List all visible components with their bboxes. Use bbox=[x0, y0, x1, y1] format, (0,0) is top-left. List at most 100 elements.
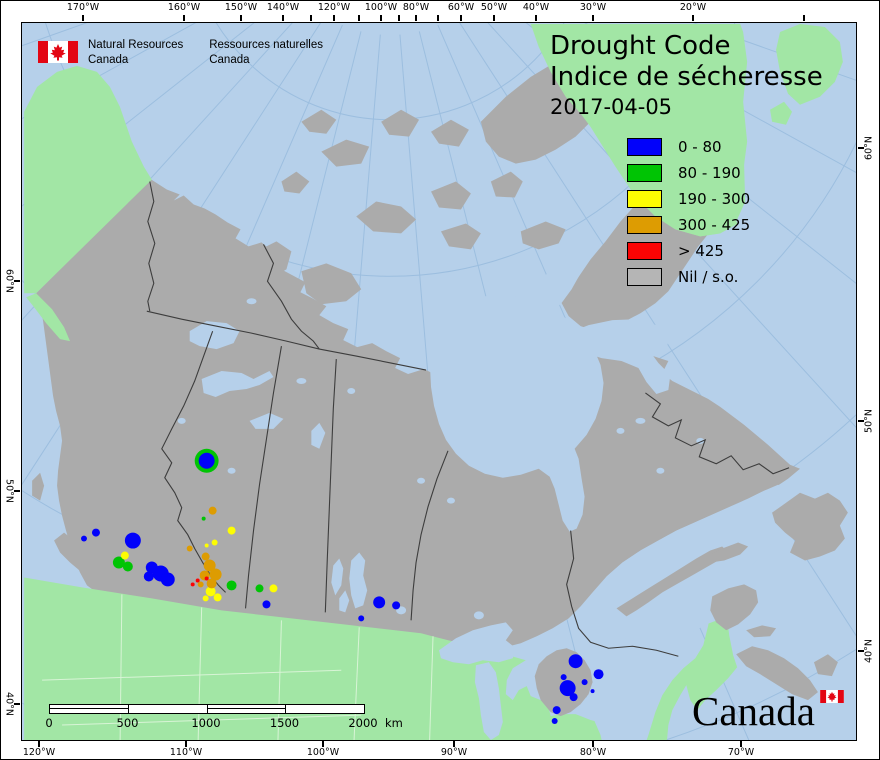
axis-tick-left bbox=[14, 280, 20, 282]
legend-item: Nil / s.o. bbox=[627, 264, 750, 290]
drought-point bbox=[91, 528, 100, 537]
somerset-island bbox=[440, 223, 481, 250]
axis-label-bottom: 80°W bbox=[579, 747, 607, 758]
canada-wordmark: Canada bbox=[692, 687, 856, 739]
inland-waters bbox=[177, 249, 806, 740]
legend-swatch bbox=[627, 268, 662, 286]
drought-data-points bbox=[80, 448, 604, 725]
legend-label: Nil / s.o. bbox=[678, 268, 739, 286]
drought-point bbox=[262, 600, 271, 609]
greenland-body bbox=[530, 23, 746, 237]
axis-tick-top bbox=[415, 15, 417, 21]
small-lake bbox=[246, 298, 257, 305]
drought-point bbox=[226, 580, 237, 591]
drought-point bbox=[201, 516, 206, 521]
small-lake bbox=[177, 417, 186, 424]
border-saskatchewan-manitoba bbox=[324, 359, 337, 613]
scale-bar-number: 0 bbox=[45, 716, 53, 730]
axis-label-top: 100°W bbox=[364, 2, 398, 13]
drought-point bbox=[593, 669, 604, 680]
axis-tick-top bbox=[333, 15, 335, 21]
axis-tick-bottom bbox=[38, 741, 40, 747]
drought-point bbox=[551, 718, 558, 725]
axis-tick-top bbox=[592, 15, 594, 21]
drought-point bbox=[211, 539, 218, 546]
drought-point bbox=[209, 568, 222, 581]
map-title: Drought Code Indice de sécheresse 2017-0… bbox=[550, 31, 823, 121]
drought-point bbox=[552, 706, 561, 715]
legend-swatch bbox=[627, 216, 662, 234]
hudson-bay bbox=[430, 295, 604, 532]
legend-label: > 425 bbox=[678, 242, 724, 260]
haida-gwaii bbox=[32, 472, 45, 501]
canada-drought-map bbox=[22, 23, 856, 740]
nrcan-name-en: Natural Resources Canada bbox=[88, 38, 183, 68]
scale-bar-number: 500 bbox=[116, 716, 139, 730]
axis-label-bottom: 110°W bbox=[169, 747, 203, 758]
anticosti-island bbox=[706, 542, 749, 563]
drought-point bbox=[205, 586, 216, 597]
lake-superior bbox=[439, 622, 516, 665]
foreign-land bbox=[24, 23, 843, 740]
drought-point bbox=[197, 581, 204, 588]
wordmark-flag-icon bbox=[820, 690, 844, 703]
axis-tick-top bbox=[493, 15, 495, 21]
axis-label-top: 50°W bbox=[480, 2, 508, 13]
axis-tick-top bbox=[82, 15, 84, 21]
arctic-islet-3 bbox=[431, 119, 469, 147]
great-slave-lake bbox=[201, 371, 274, 397]
drought-point bbox=[120, 551, 129, 560]
axis-label-top: 170°W bbox=[66, 2, 100, 13]
drought-point bbox=[227, 526, 236, 535]
border-60n bbox=[146, 310, 427, 371]
drought-point bbox=[186, 545, 193, 552]
axis-label-top: 120°W bbox=[317, 2, 351, 13]
axis-label-left: 40°N bbox=[3, 692, 15, 716]
axis-tick-right bbox=[858, 147, 864, 149]
alaska bbox=[24, 65, 152, 294]
drought-point bbox=[358, 615, 365, 622]
legend-item: 190 - 300 bbox=[627, 186, 750, 212]
nrcan-en-line1: Natural Resources bbox=[88, 39, 184, 51]
legend-label: 300 - 425 bbox=[678, 216, 751, 234]
border-quebec-labrador bbox=[645, 392, 790, 475]
small-lake bbox=[616, 427, 625, 434]
axis-label-top: 60°W bbox=[447, 2, 475, 13]
map-canvas: Natural Resources Canada Ressources natu… bbox=[21, 22, 857, 741]
newfoundland bbox=[772, 492, 848, 561]
canada-flag-icon bbox=[38, 41, 78, 63]
axis-label-bottom: 90°W bbox=[440, 747, 468, 758]
axis-label-bottom: 120°W bbox=[22, 747, 56, 758]
drought-point bbox=[590, 689, 595, 694]
scale-bar: 0 500 1000 1500 2000 km bbox=[45, 704, 403, 734]
arctic-islet-2 bbox=[381, 109, 420, 137]
axis-tick-bottom bbox=[322, 741, 324, 747]
foxe-basin bbox=[522, 249, 586, 314]
axis-tick-left bbox=[14, 703, 20, 705]
lake-athabasca bbox=[249, 412, 284, 429]
drought-point bbox=[373, 596, 386, 609]
small-lake bbox=[473, 611, 484, 620]
axis-tick-bottom bbox=[740, 741, 742, 747]
graticule-meridian bbox=[22, 23, 255, 207]
iceland-islet bbox=[770, 101, 793, 125]
scale-bar-number: 2000 bbox=[348, 716, 378, 730]
axis-tick-bottom bbox=[453, 741, 455, 747]
axis-label-left: 50°N bbox=[3, 479, 15, 503]
legend-label: 190 - 300 bbox=[678, 190, 751, 208]
axis-label-top: 40°W bbox=[522, 2, 550, 13]
map-title-en: Drought Code bbox=[550, 31, 731, 61]
axis-tick-bottom bbox=[185, 741, 187, 747]
axis-tick-top bbox=[240, 15, 242, 21]
nrcan-en-line2: Canada bbox=[88, 54, 129, 66]
border-alberta-saskatchewan bbox=[244, 346, 282, 609]
border-yukon-nwt bbox=[147, 181, 156, 312]
legend-label: 80 - 190 bbox=[678, 164, 741, 182]
axis-label-top: 20°W bbox=[679, 2, 707, 13]
axis-tick-top bbox=[692, 15, 694, 21]
axis-tick-top bbox=[437, 15, 439, 21]
drought-point bbox=[392, 601, 401, 610]
axis-tick-top bbox=[535, 15, 537, 21]
arctic-islet-1 bbox=[301, 109, 337, 134]
